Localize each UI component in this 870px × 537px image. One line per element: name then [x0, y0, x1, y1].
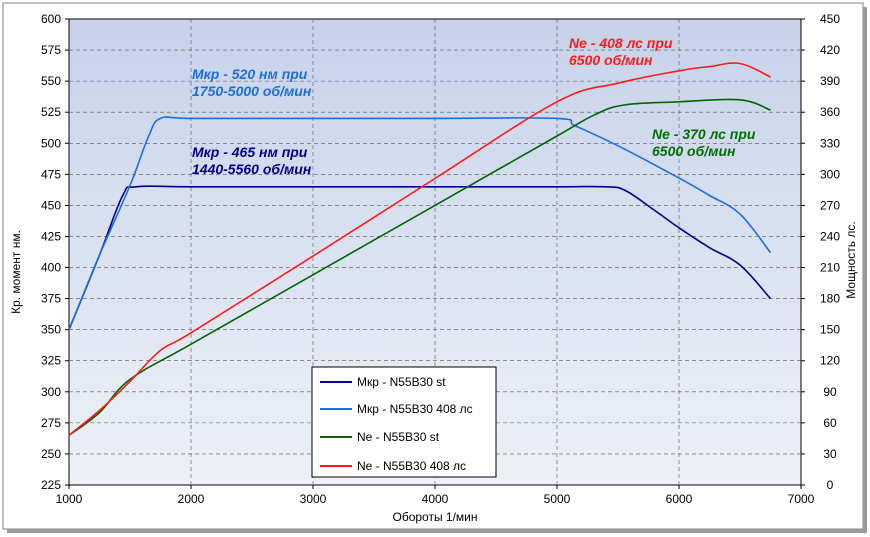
y-right-tick-label: 450	[820, 12, 840, 26]
y-left-tick-label: 375	[41, 292, 61, 306]
y-right-axis-ticks: 0 30 60 90 120 150 180 210 240 270 300 330 360 390 420…	[801, 12, 840, 492]
y-left-tick-label: 300	[41, 385, 61, 399]
legend-box	[311, 366, 497, 478]
chart-frame-shadow-bottom	[7, 529, 865, 533]
y-right-tick-label: 270	[820, 198, 840, 212]
y-right-tick-label: 120	[820, 354, 840, 368]
x-tick-label: 7000	[788, 492, 815, 506]
annotation-line1: Мкр - 520 нм при	[192, 66, 308, 82]
chart-frame-shadow-right	[863, 7, 867, 533]
y-right-tick-label: 360	[820, 105, 840, 119]
annotation-line2: 6500 об/мин	[652, 143, 736, 159]
x-axis-title: Обороты 1/мин	[392, 510, 477, 524]
torque-408-line	[68, 116, 772, 331]
legend-item-torque-st-label: Мкр - N55B30 st	[357, 375, 446, 389]
power-408-line	[68, 62, 771, 436]
y-left-tick-label: 325	[41, 354, 61, 368]
y-left-tick-label: 525	[41, 105, 61, 119]
annotation-line1: Мкр - 465 нм при	[192, 144, 308, 160]
y-left-tick-label: 450	[41, 198, 61, 212]
y-left-tick-label: 425	[41, 229, 61, 243]
y-right-tick-label: 150	[820, 323, 840, 337]
legend-item-power-st-label: Ne - N55B30 st	[357, 430, 440, 444]
legend: Мкр - N55B30 st Мкр - N55B30 408 лс Ne - N…	[311, 366, 497, 478]
y-right-tick-label: 90	[823, 385, 837, 399]
x-tick-label: 4000	[422, 492, 449, 506]
x-tick-label: 1000	[56, 492, 83, 506]
series-group	[68, 62, 772, 436]
annotation-line1: Ne - 408 лс при	[569, 35, 673, 51]
y-right-tick-label: 300	[820, 167, 840, 181]
y-left-axis-ticks: 225 250 275 300 325 350 375 400 425 450 475 500 525 5…	[41, 12, 69, 492]
y-left-tick-label: 250	[41, 447, 61, 461]
annotation-line2: 1440-5560 об/мин	[192, 161, 312, 177]
y-left-tick-label: 350	[41, 323, 61, 337]
y-left-tick-label: 475	[41, 167, 61, 181]
y-right-tick-label: 210	[820, 261, 840, 275]
grid	[69, 19, 801, 485]
power-st-line	[68, 98, 771, 436]
y-right-tick-label: 180	[820, 292, 840, 306]
y-right-tick-label: 420	[820, 43, 840, 57]
y-right-tick-label: 390	[820, 74, 840, 88]
x-tick-label: 2000	[178, 492, 205, 506]
legend-item-torque-408-label: Мкр - N55B30 408 лс	[357, 402, 473, 416]
y-left-tick-label: 550	[41, 74, 61, 88]
y-right-tick-label: 60	[823, 416, 837, 430]
y-left-tick-label: 575	[41, 43, 61, 57]
y-left-tick-label: 225	[41, 478, 61, 492]
x-tick-label: 6000	[666, 492, 693, 506]
y-right-tick-label: 30	[823, 447, 837, 461]
y-left-tick-label: 400	[41, 261, 61, 275]
x-tick-label: 5000	[544, 492, 571, 506]
y-right-tick-label: 330	[820, 136, 840, 150]
annotation-line2: 1750-5000 об/мин	[192, 83, 312, 99]
annotation-line2: 6500 об/мин	[569, 52, 653, 68]
y-right-tick-label: 0	[827, 478, 834, 492]
annotation-line1: Ne - 370 лс при	[652, 126, 756, 142]
y-left-tick-label: 500	[41, 136, 61, 150]
legend-item-power-408-label: Ne - N55B30 408 лс	[357, 459, 466, 473]
y-left-axis-title: Кр. момент нм.	[9, 230, 23, 314]
torque-st-line	[68, 185, 772, 331]
y-left-tick-label: 275	[41, 416, 61, 430]
x-tick-label: 3000	[300, 492, 327, 506]
y-right-tick-label: 240	[820, 229, 840, 243]
y-right-axis-title: Мощность лс.	[844, 221, 858, 298]
y-left-tick-label: 600	[41, 12, 61, 26]
x-axis-ticks: 1000 2000 3000 4000 5000 6000 7000	[56, 485, 815, 506]
